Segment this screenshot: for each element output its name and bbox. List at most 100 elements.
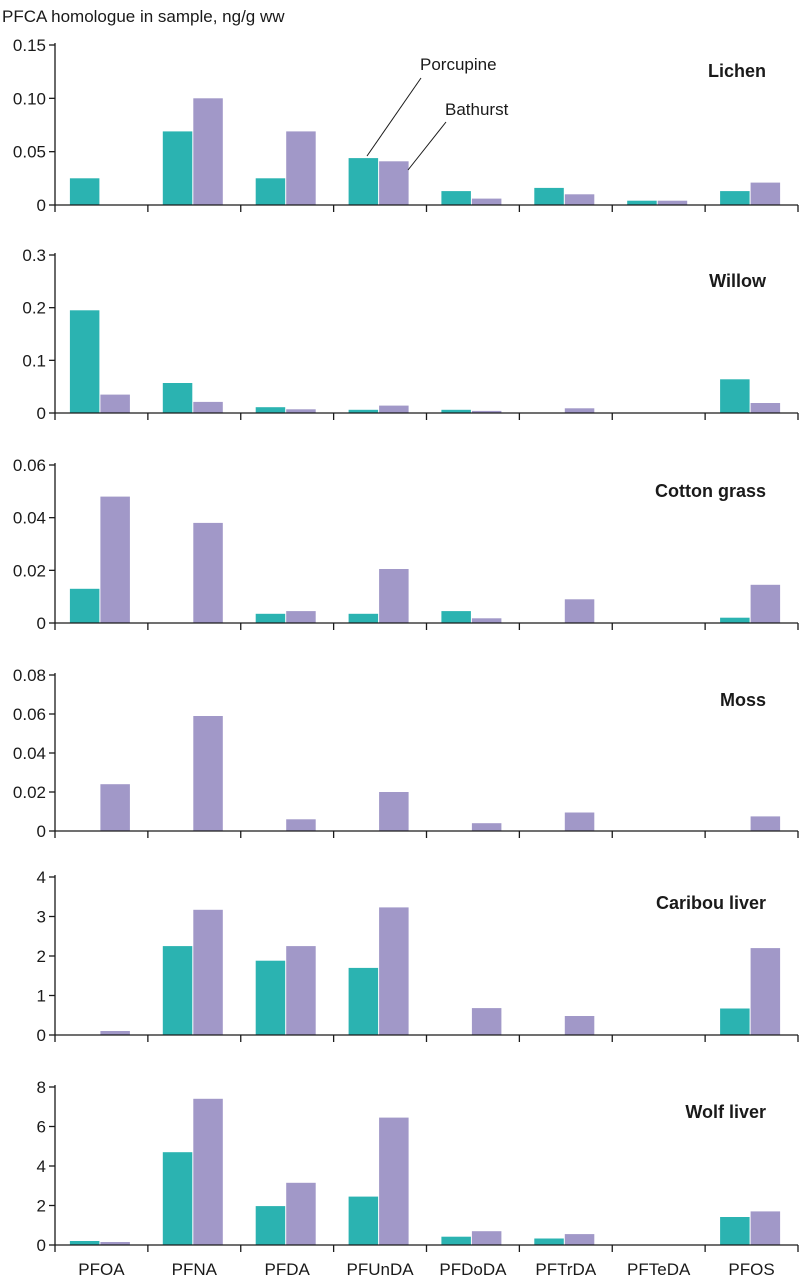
bar-porcupine-pfda — [255, 407, 286, 413]
y-tick-label: 0 — [37, 1236, 46, 1255]
bar-bathurst-pfna — [193, 716, 223, 831]
bar-bathurst-pfda — [286, 1182, 316, 1245]
bar-bathurst-pfos — [750, 948, 781, 1035]
bar-porcupine-pfos — [720, 1008, 750, 1035]
bar-porcupine-pfoa — [69, 1241, 100, 1245]
y-tick-label: 0.10 — [13, 89, 46, 108]
bar-porcupine-pfdoda — [441, 409, 471, 413]
bar-bathurst-pfda — [286, 409, 316, 413]
y-tick-label: 0 — [37, 614, 46, 633]
panel-moss: 0 0.02 0.04 0.06 0.08 Moss — [13, 666, 799, 841]
bar-porcupine-pfda — [255, 613, 286, 623]
bar-bathurst-pfna — [193, 98, 223, 205]
bar-porcupine-pfoa — [69, 310, 100, 413]
y-tick-label: 0.3 — [22, 246, 46, 265]
y-tick-label: 0.04 — [13, 744, 46, 763]
bar-porcupine-pftrda — [534, 187, 564, 205]
bar-porcupine-pfunda — [348, 409, 379, 413]
panel-title: Willow — [709, 271, 767, 291]
bar-porcupine-pfunda — [348, 613, 379, 623]
bar-porcupine-pfunda — [348, 158, 379, 205]
panel-caribou-liver: 0 1 2 3 4 Caribou liver — [37, 868, 799, 1045]
legend-label-porcupine: Porcupine — [420, 55, 497, 74]
y-tick-label: 0.08 — [13, 666, 46, 685]
bar-porcupine-pfda — [255, 960, 286, 1035]
bar-bathurst-pfdoda — [471, 618, 502, 623]
bar-porcupine-pfda — [255, 178, 286, 205]
bar-bathurst-pfna — [193, 1098, 223, 1245]
y-tick-label: 0.02 — [13, 783, 46, 802]
y-tick-label: 4 — [37, 1157, 46, 1176]
y-tick-label: 0.05 — [13, 143, 46, 162]
bar-porcupine-pfos — [720, 191, 750, 205]
bar-porcupine-pfunda — [348, 967, 379, 1035]
bar-bathurst-pfda — [286, 946, 316, 1035]
y-axis-label: PFCA homologue in sample, ng/g ww — [2, 7, 285, 26]
series-legend: Porcupine Bathurst — [366, 55, 509, 171]
x-tick-label: PFOS — [728, 1260, 774, 1279]
bar-bathurst-pfos — [750, 403, 781, 413]
panel-title: Moss — [720, 690, 766, 710]
bar-bathurst-pfunda — [379, 907, 409, 1035]
x-tick-label: PFTeDA — [627, 1260, 691, 1279]
bar-bathurst-pftrda — [564, 1016, 595, 1035]
bar-porcupine-pfdoda — [441, 611, 471, 623]
y-tick-label: 0.15 — [13, 36, 46, 55]
bar-porcupine-pftrda — [534, 1238, 564, 1245]
panel-willow: 0 0.1 0.2 0.3 Willow — [22, 246, 799, 423]
bar-porcupine-pfdoda — [441, 191, 471, 205]
bar-bathurst-pfda — [286, 131, 316, 205]
y-tick-label: 0.2 — [22, 299, 46, 318]
bar-porcupine-pfna — [162, 383, 193, 413]
x-tick-label: PFDA — [265, 1260, 311, 1279]
bar-bathurst-pfoa — [100, 784, 130, 831]
y-tick-label: 0.04 — [13, 509, 46, 528]
bar-bathurst-pfunda — [379, 1117, 409, 1245]
bar-porcupine-pfoa — [69, 588, 100, 623]
bar-bathurst-pfunda — [379, 792, 409, 831]
y-tick-label: 0 — [37, 404, 46, 423]
bar-porcupine-pfna — [162, 1152, 193, 1245]
bar-bathurst-pfoa — [100, 496, 130, 623]
y-tick-label: 0 — [37, 1026, 46, 1045]
y-tick-label: 0.02 — [13, 561, 46, 580]
bar-bathurst-pfos — [750, 816, 781, 831]
bar-porcupine-pfos — [720, 379, 750, 413]
bar-bathurst-pfda — [286, 819, 316, 831]
bar-porcupine-pfna — [162, 131, 193, 205]
y-tick-label: 6 — [37, 1118, 46, 1137]
y-tick-label: 0.06 — [13, 705, 46, 724]
x-tick-label: PFNA — [172, 1260, 218, 1279]
x-tick-label: PFUnDA — [347, 1260, 415, 1279]
bar-bathurst-pfunda — [379, 161, 409, 205]
bar-bathurst-pfna — [193, 909, 223, 1035]
y-tick-label: 2 — [37, 1197, 46, 1216]
bar-bathurst-pfunda — [379, 569, 409, 623]
bar-bathurst-pfdoda — [471, 410, 502, 413]
bar-bathurst-pfdoda — [471, 198, 502, 205]
bar-bathurst-pfos — [750, 1211, 781, 1245]
y-tick-label: 0.06 — [13, 456, 46, 475]
bar-bathurst-pfos — [750, 182, 781, 205]
panel-title: Wolf liver — [685, 1102, 766, 1122]
bar-bathurst-pftrda — [564, 812, 595, 831]
bar-porcupine-pfna — [162, 946, 193, 1035]
bar-porcupine-pfos — [720, 1217, 750, 1245]
y-tick-label: 4 — [37, 868, 46, 887]
bar-bathurst-pfos — [750, 584, 781, 623]
bar-bathurst-pftrda — [564, 599, 595, 623]
panel-wolf-liver: 0 2 4 6 8 Wolf liver PFOA PFNA PFDA PFUnDA PFDoDA P… — [37, 1078, 799, 1279]
chart-panels: 0 0.05 0.10 0.15 Lichen 0 0.1 0.2 0.3 Willow 0 0.02… — [13, 36, 799, 1279]
bar-porcupine-pfteda — [627, 200, 657, 205]
bar-bathurst-pftrda — [564, 194, 595, 205]
bar-porcupine-pfos — [720, 617, 750, 623]
bar-bathurst-pfdoda — [471, 823, 502, 831]
legend-leader-porcupine — [366, 77, 422, 157]
bar-bathurst-pfunda — [379, 405, 409, 413]
panel-lichen: 0 0.05 0.10 0.15 Lichen — [13, 36, 799, 215]
y-tick-label: 0.1 — [22, 351, 46, 370]
panel-title: Cotton grass — [655, 481, 766, 501]
bar-bathurst-pfoa — [100, 1031, 130, 1035]
bar-bathurst-pfda — [286, 611, 316, 623]
